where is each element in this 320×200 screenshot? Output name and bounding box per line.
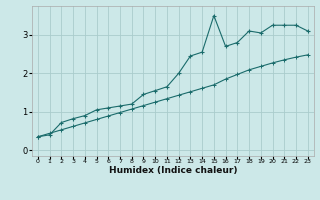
- X-axis label: Humidex (Indice chaleur): Humidex (Indice chaleur): [108, 166, 237, 175]
